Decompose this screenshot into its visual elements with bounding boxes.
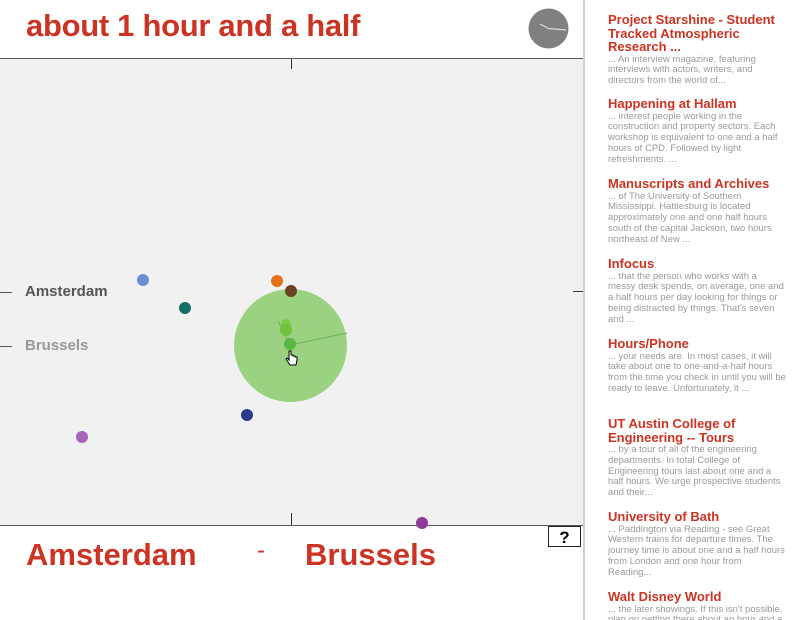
result-snippet: ... your needs are. In most cases, it wi… — [608, 350, 786, 394]
result-item[interactable]: Manuscripts and Archives ... of The Univ… — [608, 177, 786, 245]
hand-cursor-icon — [285, 350, 298, 366]
result-title[interactable]: Walt Disney World — [608, 589, 722, 604]
result-title[interactable]: Manuscripts and Archives — [608, 176, 770, 191]
result-snippet: ... by a tour of all of the engineering … — [608, 444, 781, 499]
amsterdam-dash — [0, 292, 12, 293]
result-item[interactable]: Happening at Hallam ... interest people … — [608, 97, 786, 165]
result-title[interactable]: UT Austin College of Engineering -- Tour… — [608, 416, 736, 445]
result-title[interactable]: Infocus — [608, 256, 655, 271]
route-bar: Amsterdam - Brussels ? — [0, 525, 584, 620]
result-item[interactable]: Infocus ... that the person who works wi… — [608, 257, 786, 325]
result-item[interactable]: UT Austin College of Engineering -- Tour… — [608, 417, 786, 499]
result-item[interactable]: Walt Disney World ... the later showings… — [608, 590, 786, 620]
main-panel: about 1 hour and a half Amsterdam Brusse… — [0, 8, 584, 620]
result-snippet: ... of The University of Southern Missis… — [608, 190, 772, 245]
help-button[interactable]: ? — [548, 526, 581, 547]
result-dot[interactable] — [271, 275, 283, 287]
brussels-axis-label: Brussels — [25, 337, 89, 354]
brussels-dash — [0, 346, 12, 347]
result-snippet: ... the later showings. If this isn't po… — [608, 603, 783, 620]
panel-divider — [583, 0, 585, 620]
result-title[interactable]: University of Bath — [608, 509, 720, 524]
result-snippet: ... Paddington via Reading - see Great W… — [608, 523, 785, 578]
result-title[interactable]: Project Starshine - Student Tracked Atmo… — [608, 12, 775, 54]
result-item[interactable]: University of Bath ... Paddington via Re… — [608, 510, 786, 578]
bottom-tick — [291, 513, 292, 525]
selected-result-marks — [277, 285, 348, 350]
route-from-city[interactable]: Amsterdam — [26, 537, 197, 572]
top-tick — [291, 59, 292, 69]
route-separator: - — [257, 537, 265, 564]
result-dot[interactable] — [179, 302, 191, 314]
result-dot[interactable] — [76, 431, 88, 443]
result-dot[interactable] — [241, 409, 253, 421]
amsterdam-axis-label: Amsterdam — [25, 283, 108, 300]
result-dot[interactable] — [416, 517, 428, 529]
result-snippet: ... interest people working in the const… — [608, 110, 778, 165]
result-snippet: ... An interview magazine, featuring int… — [608, 53, 756, 87]
right-tick — [573, 291, 584, 292]
results-plot[interactable]: Amsterdam Brussels — [0, 58, 584, 526]
result-dot[interactable] — [137, 274, 149, 286]
result-item[interactable]: Project Starshine - Student Tracked Atmo… — [608, 13, 786, 87]
result-item[interactable]: Hours/Phone ... your needs are. In most … — [608, 337, 786, 395]
result-snippet: ... that the person who works with a mes… — [608, 270, 784, 325]
clock-icon[interactable] — [528, 8, 569, 49]
result-title[interactable]: Happening at Hallam — [608, 96, 737, 111]
route-to-city[interactable]: Brussels — [305, 537, 436, 572]
results-list: Project Starshine - Student Tracked Atmo… — [585, 0, 800, 620]
page-title: about 1 hour and a half — [26, 8, 361, 43]
result-title[interactable]: Hours/Phone — [608, 336, 689, 351]
